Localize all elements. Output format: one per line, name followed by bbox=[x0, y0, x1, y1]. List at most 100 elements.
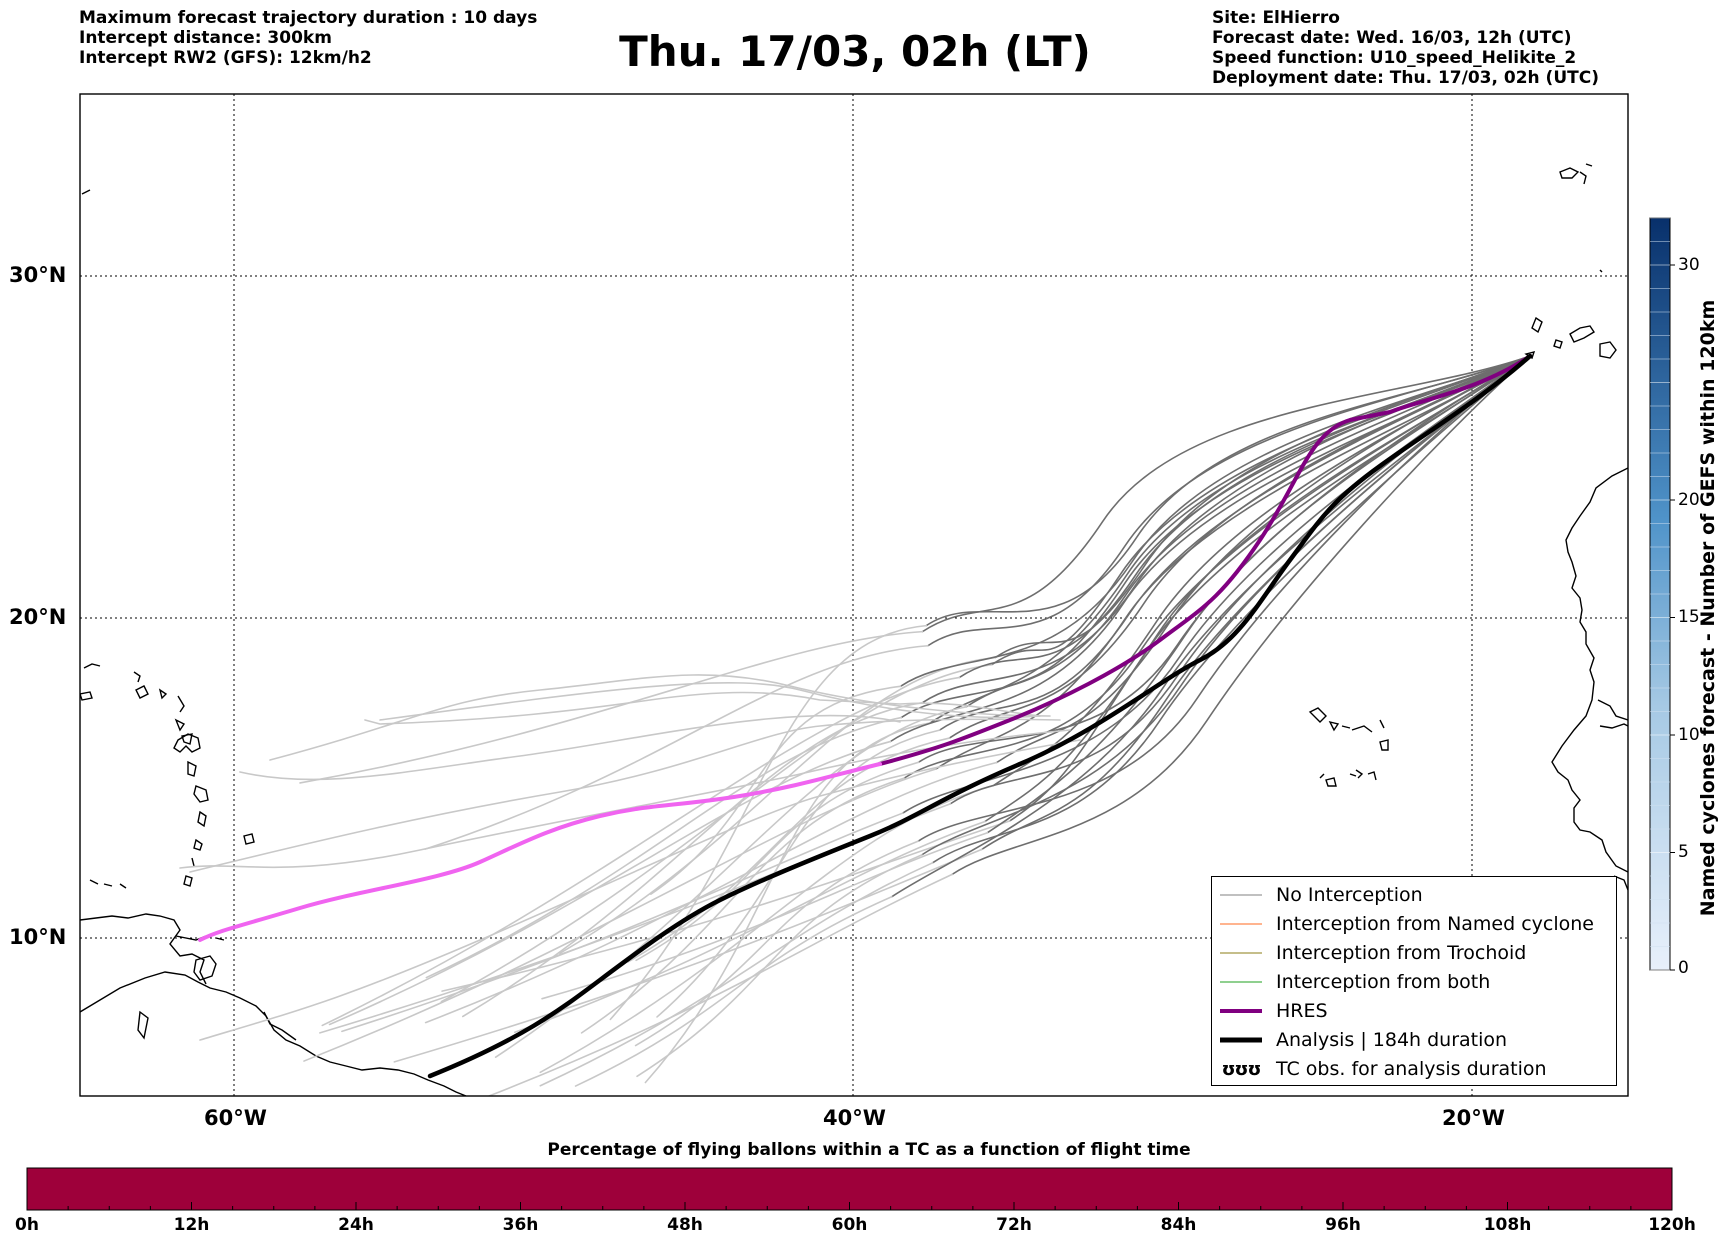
island-brava bbox=[1349, 773, 1357, 777]
ensemble-member-far bbox=[441, 820, 1011, 992]
ensemble-member-near bbox=[1008, 355, 1531, 822]
legend-item-hres: HRES bbox=[1220, 997, 1328, 1025]
tb-tick-label: 120h bbox=[1648, 1215, 1696, 1235]
hres-trajectory-near bbox=[878, 354, 1532, 766]
trajectories bbox=[179, 353, 1533, 1096]
island-dominica bbox=[187, 760, 197, 777]
cb-tick-label: 15 bbox=[1678, 607, 1700, 627]
lat-label-10n: 10°N bbox=[9, 925, 67, 949]
lat-label-20n: 20°N bbox=[9, 605, 67, 629]
coast-small-1 bbox=[137, 1010, 149, 1040]
analysis-trajectory bbox=[427, 353, 1533, 1079]
ensemble-member-far bbox=[539, 862, 934, 1087]
island-cv-extra bbox=[1367, 771, 1377, 781]
island-saonicolau bbox=[1351, 725, 1373, 733]
ensemble-member-near bbox=[984, 355, 1531, 823]
ensemble-member-near bbox=[917, 355, 1531, 842]
island-abc bbox=[89, 879, 127, 889]
island-santoantao bbox=[1308, 707, 1327, 723]
legend-item-tc-obs: ʊʊʊ TC obs. for analysis duration bbox=[1220, 1055, 1547, 1083]
island-2 bbox=[80, 691, 93, 701]
header-right: Site: ElHierro Forecast date: Wed. 16/03… bbox=[1212, 8, 1599, 88]
legend-label: No Interception bbox=[1276, 884, 1423, 906]
island-5 bbox=[158, 688, 168, 700]
tb-tick-label: 36h bbox=[502, 1215, 539, 1235]
island-stlucia bbox=[197, 810, 207, 828]
ensemble-member-near bbox=[990, 355, 1531, 666]
lon-label-60w: 60°W bbox=[204, 1106, 267, 1130]
island-portosanto bbox=[1579, 171, 1587, 185]
coast-trinidad bbox=[193, 955, 217, 981]
island-3 bbox=[133, 671, 141, 683]
ensemble-member-far bbox=[424, 761, 998, 1024]
island-6 bbox=[177, 695, 185, 713]
island-selvagens bbox=[1599, 269, 1603, 273]
legend: No Interception Interception from Named … bbox=[1211, 876, 1617, 1086]
ensemble-member-long bbox=[239, 714, 901, 781]
intercept-rw2-text: Intercept RW2 (GFS): 12km/h2 bbox=[79, 48, 372, 68]
island-4 bbox=[135, 685, 149, 699]
ensemble-member-far bbox=[303, 768, 937, 1062]
ensemble-member-far bbox=[514, 820, 986, 1034]
ensemble-member-far bbox=[574, 895, 893, 1087]
legend-label: Interception from Trochoid bbox=[1276, 942, 1527, 964]
island-lapalma bbox=[1531, 316, 1543, 334]
site-text: Site: ElHierro bbox=[1212, 8, 1340, 28]
island-tobago bbox=[215, 937, 225, 941]
tb-tick-label: 108h bbox=[1483, 1215, 1532, 1235]
max-duration-text: Maximum forecast trajectory duration : 1… bbox=[79, 8, 538, 28]
ensemble-member-far bbox=[636, 854, 923, 1078]
legend-label: Analysis | 184h duration bbox=[1276, 1029, 1508, 1051]
ensemble-member-near bbox=[951, 355, 1531, 876]
map-title: Thu. 17/03, 02h (LT) bbox=[619, 27, 1091, 76]
island-boavista bbox=[1379, 739, 1389, 751]
lon-label-40w: 40°W bbox=[823, 1106, 886, 1130]
island-maio bbox=[1355, 769, 1364, 779]
coast-africa-inlets bbox=[1597, 699, 1628, 721]
ensemble-member-far bbox=[328, 740, 892, 1026]
island-madeira bbox=[1559, 167, 1580, 179]
hres-trajectory-far bbox=[198, 762, 882, 942]
island-grenadines bbox=[191, 857, 195, 867]
coast-africa bbox=[1551, 467, 1628, 873]
colorbar-title: Named cyclones forecast - Number of GEFS… bbox=[1697, 299, 1719, 917]
legend-item-both: Interception from both bbox=[1220, 968, 1490, 996]
island-stvincent bbox=[193, 838, 203, 851]
cb-tick-label: 5 bbox=[1678, 842, 1689, 862]
legend-label: Interception from both bbox=[1276, 971, 1491, 993]
island-santaluzia bbox=[1341, 725, 1351, 729]
ensemble-member-far bbox=[341, 812, 904, 1033]
island-santiago bbox=[1319, 773, 1325, 779]
deployment-date-text: Deployment date: Thu. 17/03, 02h (UTC) bbox=[1212, 68, 1599, 88]
cb-tick-label: 20 bbox=[1678, 490, 1700, 510]
ensemble-member-long bbox=[179, 729, 1071, 869]
island-tenerife bbox=[1569, 325, 1595, 343]
speed-function-text: Speed function: U10_speed_Helikite_2 bbox=[1212, 48, 1577, 68]
ensemble-member-far bbox=[440, 663, 993, 1003]
coast-africa-cap bbox=[1599, 723, 1628, 729]
island-1 bbox=[83, 663, 101, 669]
island-saovicente bbox=[1328, 720, 1340, 732]
ensemble-member-near bbox=[935, 355, 1531, 770]
legend-item-named-cyclone: Interception from Named cyclone bbox=[1220, 910, 1594, 938]
ensemble-member-near bbox=[917, 355, 1531, 764]
legend-label: TC obs. for analysis duration bbox=[1276, 1058, 1547, 1080]
tb-tick-label: 0h bbox=[15, 1215, 39, 1235]
lon-label-20w: 20°W bbox=[1442, 1106, 1505, 1130]
ensemble-member-far bbox=[580, 777, 905, 1034]
island-madeira-2 bbox=[1585, 163, 1593, 167]
coast-guyana bbox=[263, 1011, 297, 1041]
island-martinique bbox=[193, 785, 209, 803]
ensemble-member-far bbox=[424, 644, 929, 850]
island-barbados bbox=[243, 833, 255, 845]
tb-tick-label: 96h bbox=[1325, 1215, 1361, 1235]
ensemble-member-near bbox=[925, 355, 1531, 627]
ensemble-member-near bbox=[900, 355, 1531, 719]
ensemble-member-far bbox=[488, 873, 953, 1096]
island-fogo bbox=[1325, 777, 1337, 787]
tb-tick-label: 12h bbox=[173, 1215, 210, 1235]
legend-item-analysis: Analysis | 184h duration bbox=[1220, 1026, 1507, 1054]
ensemble-member-far bbox=[541, 831, 989, 1000]
island-grenada bbox=[183, 875, 193, 887]
ensemble-member-near bbox=[931, 355, 1531, 864]
